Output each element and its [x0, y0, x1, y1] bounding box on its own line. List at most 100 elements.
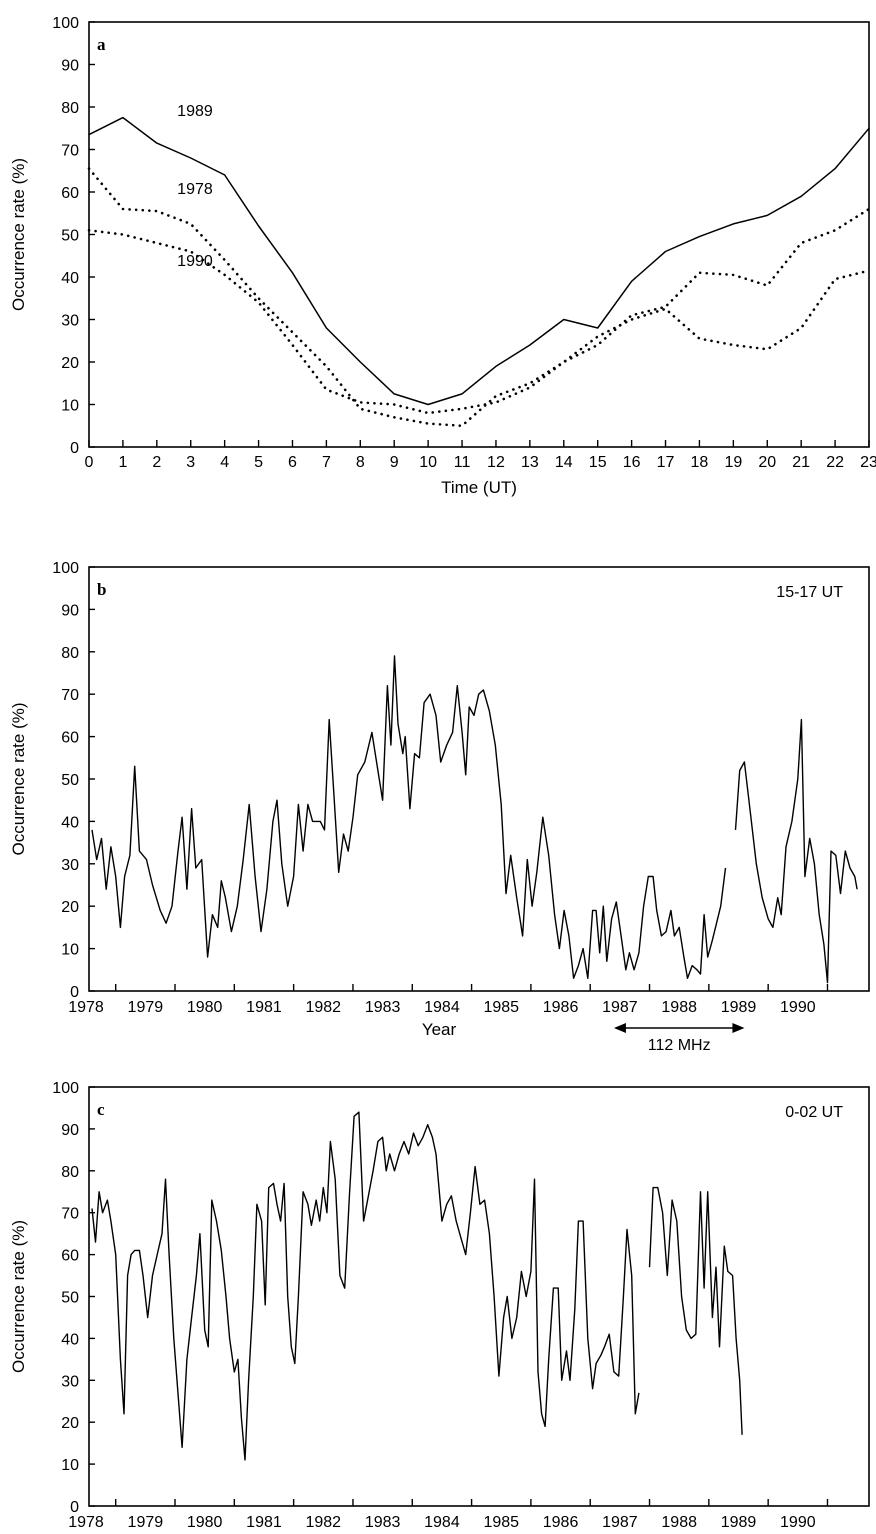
y-tick-label: 20	[61, 899, 79, 916]
x-tick-label: 1983	[365, 1514, 401, 1531]
y-tick-label: 60	[61, 730, 79, 747]
x-tick-label: 1983	[365, 999, 401, 1016]
y-tick-label: 10	[61, 398, 79, 415]
x-tick-label: 7	[322, 454, 331, 471]
x-tick-label: 17	[657, 454, 675, 471]
x-tick-label: 15	[589, 454, 607, 471]
x-tick-label: 20	[758, 454, 776, 471]
x-tick-label: 1982	[305, 1514, 341, 1531]
panel-letter: a	[97, 35, 106, 54]
y-tick-label: 80	[61, 100, 79, 117]
y-tick-label: 40	[61, 1331, 79, 1348]
x-tick-label: 3	[186, 454, 195, 471]
y-axis-title: Occurrence rate (%)	[9, 1220, 28, 1373]
x-tick-label: 14	[555, 454, 573, 471]
x-tick-label: 1984	[424, 1514, 460, 1531]
y-tick-label: 90	[61, 58, 79, 75]
x-tick-label: 19	[724, 454, 742, 471]
x-tick-label: 21	[792, 454, 810, 471]
x-tick-label: 1985	[483, 999, 519, 1016]
y-tick-label: 80	[61, 645, 79, 662]
x-tick-label: 1981	[246, 999, 282, 1016]
y-tick-label: 80	[61, 1164, 79, 1181]
y-tick-label: 90	[61, 602, 79, 619]
y-tick-label: 50	[61, 772, 79, 789]
x-tick-label: 1980	[187, 999, 223, 1016]
x-tick-label: 1980	[187, 1514, 223, 1531]
y-tick-label: 0	[70, 984, 79, 1001]
x-axis-title: Year	[422, 1020, 457, 1039]
panel-annotation: 0-02 UT	[785, 1104, 843, 1121]
y-tick-label: 60	[61, 185, 79, 202]
y-tick-label: 90	[61, 1122, 79, 1139]
y-tick-label: 30	[61, 1373, 79, 1390]
x-tick-label: 1987	[602, 1514, 638, 1531]
y-tick-label: 60	[61, 1248, 79, 1265]
x-tick-label: 1986	[543, 999, 579, 1016]
plot-frame	[88, 1086, 870, 1507]
x-tick-label: 4	[220, 454, 229, 471]
y-tick-label: 30	[61, 313, 79, 330]
y-tick-label: 40	[61, 814, 79, 831]
x-tick-label: 1990	[780, 999, 816, 1016]
range-marker-arrow-right	[732, 1023, 745, 1033]
x-tick-label: 13	[521, 454, 539, 471]
y-tick-label: 50	[61, 1290, 79, 1307]
chart-panel-c: 0 10 20 30 40 50 60 70 80 90 100 1978 1979 1980 1981 19…	[9, 1080, 870, 1531]
series-line-segment-2	[734, 718, 858, 984]
chart-panel-b: 0 10 20 30 40 50 60 70 80 90 100 1978 1979 1980 1981 19…	[9, 560, 870, 1054]
y-tick-label: 100	[52, 560, 79, 577]
series-label-1989: 1989	[177, 103, 213, 120]
x-tick-label: 1986	[543, 1514, 579, 1531]
y-tick-label: 0	[70, 1499, 79, 1516]
x-tick-label: 1989	[721, 1514, 757, 1531]
y-tick-label: 70	[61, 143, 79, 160]
x-tick-label: 1982	[305, 999, 341, 1016]
y-tick-label: 100	[52, 15, 79, 32]
series-line-segment-1	[91, 655, 727, 979]
x-tick-label: 16	[623, 454, 641, 471]
y-tick-label: 70	[61, 687, 79, 704]
x-tick-label: 2	[152, 454, 161, 471]
y-tick-label: 10	[61, 942, 79, 959]
series-line-segment-1	[91, 1111, 640, 1461]
plot-frame	[88, 21, 870, 448]
series-line-1990	[87, 229, 871, 415]
x-tick-label: 8	[356, 454, 365, 471]
series-line-1989	[88, 116, 870, 406]
range-marker-arrow-left	[613, 1023, 626, 1033]
y-tick-label: 20	[61, 1415, 79, 1432]
y-tick-label: 40	[61, 270, 79, 287]
series-label-1978: 1978	[177, 181, 213, 198]
x-tick-label: 1989	[721, 999, 757, 1016]
x-tick-label: 1981	[246, 1514, 282, 1531]
x-tick-label: 1979	[128, 999, 164, 1016]
range-marker-label: 112 MHz	[648, 1037, 711, 1054]
y-axis-title: Occurrence rate (%)	[9, 702, 28, 855]
series-line-segment-2	[648, 1186, 743, 1435]
series-label-1990: 1990	[177, 253, 213, 270]
x-tick-label: 1979	[128, 1514, 164, 1531]
x-tick-label: 6	[288, 454, 297, 471]
series-line-1978	[87, 167, 871, 428]
x-tick-label: 12	[487, 454, 505, 471]
x-tick-label: 5	[254, 454, 263, 471]
x-tick-label: 22	[826, 454, 844, 471]
x-axis-title: Time (UT)	[441, 478, 517, 497]
x-tick-label: 23	[860, 454, 876, 471]
y-tick-label: 30	[61, 857, 79, 874]
y-tick-label: 0	[70, 440, 79, 457]
panel-letter: c	[97, 1100, 105, 1119]
y-tick-label: 50	[61, 228, 79, 245]
x-tick-label: 1985	[483, 1514, 519, 1531]
x-tick-label: 1978	[68, 1514, 104, 1531]
x-tick-label: 1990	[780, 1514, 816, 1531]
x-tick-label: 1984	[424, 999, 460, 1016]
y-axis-title: Occurrence rate (%)	[9, 158, 28, 311]
x-tick-label: 0	[85, 454, 94, 471]
x-tick-label: 1	[118, 454, 127, 471]
x-tick-label: 1978	[68, 999, 104, 1016]
panel-annotation: 15-17 UT	[776, 584, 843, 601]
